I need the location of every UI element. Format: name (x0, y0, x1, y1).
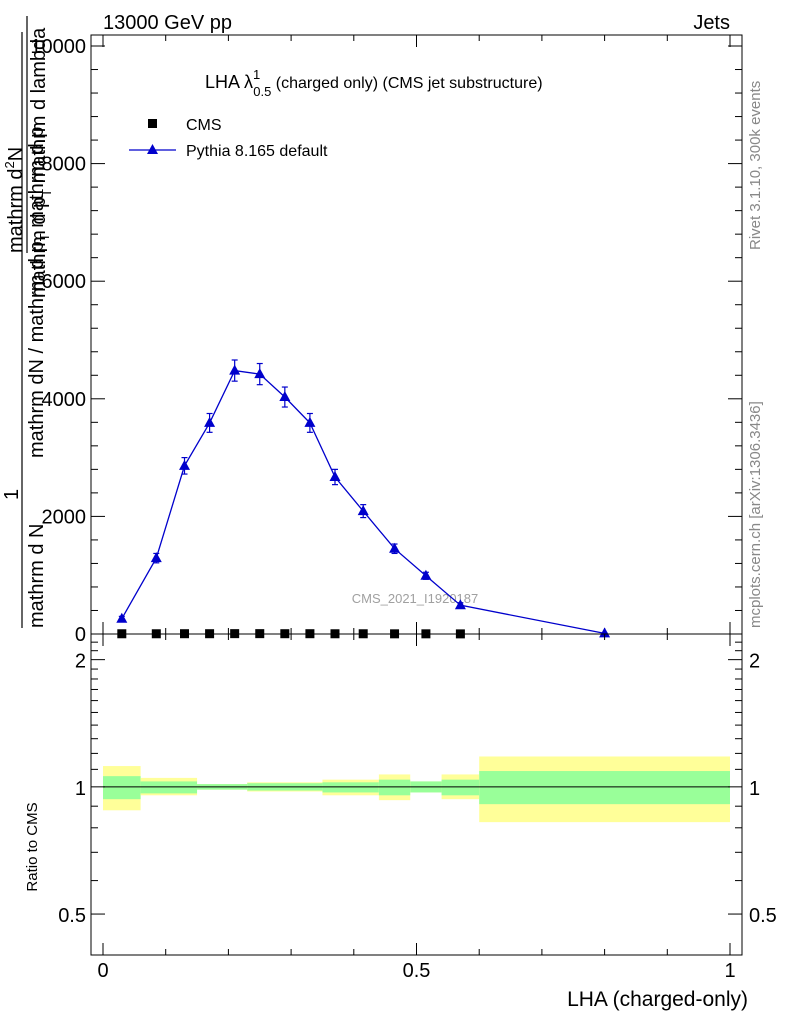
xtick-label: 0.5 (403, 960, 431, 982)
plot-title-main: LHA λ (205, 72, 253, 92)
analysis-watermark: CMS_2021_I1920187 (352, 591, 479, 606)
plot-title-sup: 1 (253, 67, 260, 82)
xtick-label: 0 (97, 960, 108, 982)
ratio-ytick-label-left: 2 (75, 651, 86, 673)
xtick-label: 1 (724, 960, 735, 982)
ratio-band-inner (441, 779, 480, 796)
main-ytick-labels: 0 2000 4000 6000 8000 10000 (30, 36, 86, 646)
ylabel-frac1-den-sub: T (39, 189, 54, 197)
ylabel-frac2-den: mathrm d N (26, 524, 48, 628)
main-ytick-label: 0 (75, 624, 86, 646)
mc-series-line (121, 369, 605, 635)
main-ylabel-frac2-num: mathrm dN / mathrm d pT mathrm d p (26, 127, 52, 458)
plot-title: LHA λ1 0.5 (charged only) (CMS jet substr… (205, 67, 543, 99)
ratio-bands (103, 756, 730, 823)
ratio-band-inner (322, 782, 379, 793)
main-ylabel-fraction2: mathrm d N (26, 524, 48, 628)
mc-point (389, 542, 401, 553)
mc-point (420, 569, 432, 580)
plot-title-rest: (charged only) (CMS jet substructure) (271, 75, 542, 92)
side-label-mcplots: mcplots.cern.ch [arXiv:1306.3436] (747, 401, 764, 628)
ratio-frame (90, 633, 743, 956)
ylabel-frac1-den: mathrm d p (28, 197, 50, 298)
ylabel-frac2-num-tail: mathrm d p (26, 127, 48, 234)
main-ytick-label: 8000 (42, 154, 87, 176)
main-axis-ticks (91, 35, 742, 635)
mc-point (329, 471, 341, 482)
ylabel-prefix: 1 (1, 489, 23, 500)
ylabel-frac1-num-tail: N (5, 147, 27, 161)
mc-point (357, 505, 369, 516)
mc-point (279, 391, 291, 402)
ratio-ytick-label-right: 2 (749, 651, 760, 673)
main-ytick-label: 2000 (42, 506, 87, 528)
ratio-ytick-label-right: 1 (749, 778, 760, 800)
ylabel-frac1-num-sup: 2 (2, 161, 17, 168)
ratio-ylabel: Ratio to CMS (24, 802, 41, 891)
x-axis-label: LHA (charged-only) (567, 988, 748, 1011)
side-label-rivet: Rivet 3.1.10, 300k events (747, 81, 764, 250)
mc-point (454, 599, 466, 610)
mc-point (150, 552, 162, 563)
legend-cms-label: CMS (186, 117, 222, 134)
plot-title-sub: 0.5 (253, 84, 271, 99)
main-ytick-label: 6000 (42, 271, 87, 293)
ratio-tick-labels: 0.5 0.5 1 1 2 2 0 0.5 1 (58, 651, 777, 982)
main-ytick-label: 10000 (30, 36, 86, 58)
main-ylabel: mathrm d N 1 mathrm dN / mathrm d pT mat… (1, 16, 54, 628)
legend-mc-label: Pythia 8.165 default (186, 143, 328, 160)
main-ylabel-frac1-den: mathrm d pT mathrm d lambda (28, 27, 54, 298)
mc-point (599, 627, 611, 638)
mc-point (179, 459, 191, 470)
main-ylabel-frac1-num: mathrm d2N (2, 147, 27, 253)
legend-cms-marker (148, 119, 157, 128)
legend: CMS Pythia 8.165 default (129, 117, 328, 160)
ylabel-frac1-num: mathrm d (5, 169, 27, 253)
ratio-ytick-label-left: 1 (75, 778, 86, 800)
ratio-band-inner (378, 779, 411, 796)
mc-point (304, 416, 316, 427)
ylabel-frac1-den-tail: mathrm d lambda (28, 27, 50, 189)
mc-point (229, 364, 241, 375)
ratio-ytick-label-right: 0.5 (749, 905, 777, 927)
ratio-band-inner (140, 781, 198, 794)
legend-mc-marker (147, 144, 158, 154)
ylabel-frac2-num-sub: T (37, 233, 52, 241)
ratio-band-inner (103, 776, 141, 800)
main-ytick-label: 4000 (42, 389, 87, 411)
mc-point (254, 368, 266, 379)
mc-point (204, 416, 216, 427)
ratio-ytick-label-left: 0.5 (58, 905, 86, 927)
header-left: 13000 GeV pp (103, 12, 232, 34)
ratio-band-inner (479, 771, 730, 805)
header-right: Jets (693, 12, 730, 34)
mc-point (116, 612, 128, 623)
ylabel-frac2-num: mathrm dN / mathrm d p (26, 241, 48, 458)
